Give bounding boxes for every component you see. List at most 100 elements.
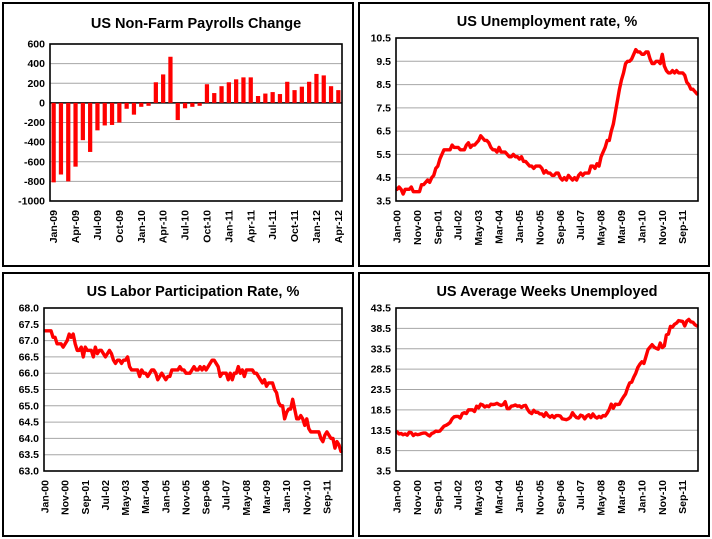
y-axis-tick-label: 63.0 [19, 466, 40, 478]
x-axis-tick-label: Sep-01 [432, 210, 444, 245]
x-axis-tick-label: Sep-06 [201, 480, 213, 515]
x-axis-tick-label: Jul-02 [100, 480, 112, 511]
data-series-line [395, 47, 699, 196]
y-axis-tick-label: 43.5 [371, 303, 392, 315]
x-axis-tick-label: May-03 [120, 480, 132, 516]
bar [277, 94, 283, 103]
y-axis-tick-label: 64.0 [19, 433, 40, 445]
x-axis-tick-label: Sep-06 [555, 480, 567, 515]
x-axis-tick-label: Nov-05 [534, 480, 546, 515]
bar [109, 102, 115, 125]
x-axis-tick-label: May-08 [596, 480, 608, 516]
bar [73, 102, 78, 167]
plot-border [395, 307, 699, 472]
chart-panel-labor-participation: 68.0 67.5 67.0 66.5 66.0 65.5 65.0 64.5 64.0 63.5… [2, 272, 354, 537]
x-axis-tick-label: Jan-10 [281, 480, 293, 513]
y-axis-tick-label: -200 [24, 117, 45, 129]
y-axis-tick-label: 3.5 [376, 466, 391, 478]
x-axis-tick-label: May-08 [596, 210, 608, 246]
chart-title: US Average Weeks Unemployed [436, 284, 657, 300]
x-axis-tick-label: Mar-09 [616, 210, 628, 244]
bar [161, 74, 166, 103]
x-axis-tick-label: Jul-09 [92, 210, 104, 241]
x-axis-tick-label: Jul-02 [453, 480, 465, 511]
bar [226, 82, 231, 103]
x-axis-tick-label: Nov-00 [412, 480, 424, 515]
chart-panel-unemployment-rate: 10.5 9.5 8.5 7.5 6.5 5.5 4.5 3.5 Jan-00 Nov-00 Sep… [358, 2, 710, 267]
y-axis-tick-label: 38.5 [371, 323, 392, 335]
x-axis-tick-label: Jul-11 [267, 210, 279, 240]
x-axis-tick-label: Jul-07 [575, 210, 587, 241]
x-axis-tick-label: May-03 [473, 480, 485, 516]
x-axis-tick-label: Apr-09 [70, 210, 82, 243]
y-axis-tick-label: 63.5 [19, 449, 40, 461]
x-axis-tick-label: Sep-11 [677, 210, 689, 244]
y-axis-tick-label: 600 [27, 39, 45, 51]
x-axis-tick-label: Oct-09 [114, 210, 126, 243]
bar [175, 102, 180, 121]
y-axis-tick-label: -800 [24, 176, 45, 188]
x-axis-tick-label: Oct-10 [201, 210, 213, 243]
y-axis-tick-label: 9.5 [376, 56, 391, 68]
x-axis-tick-label: Oct-11 [289, 210, 301, 242]
x-axis-tick-label: Jul-07 [221, 480, 233, 511]
y-axis-tick-label: -1000 [18, 196, 45, 208]
chart-title: US Labor Participation Rate, % [87, 284, 300, 300]
x-axis-tick-label: Nov-10 [657, 210, 669, 245]
data-series-line [395, 317, 699, 438]
bar [182, 102, 188, 109]
y-axis-tick-label: 7.5 [376, 102, 391, 114]
y-axis-tick-label: 18.5 [371, 404, 392, 416]
bar [314, 73, 319, 103]
y-axis-tick-label: -400 [24, 137, 45, 149]
bar [168, 56, 173, 103]
average-weeks-unemployed-chart: 43.5 38.5 33.5 28.5 23.5 18.5 13.5 8.5 3.5Jan-00… [371, 284, 699, 516]
x-axis-tick-label: Apr-10 [158, 210, 170, 243]
x-axis-tick-label: Mar-09 [261, 480, 273, 514]
bar [299, 86, 304, 103]
x-axis-tick-label: Jan-11 [223, 210, 235, 243]
plot-border [49, 43, 343, 202]
y-axis-tick-label: 400 [27, 58, 45, 70]
y-axis-tick-label: 68.0 [19, 303, 40, 315]
x-axis-tick-label: Jan-00 [40, 480, 52, 513]
bar [263, 93, 268, 103]
bar [307, 81, 312, 103]
bar [285, 81, 290, 103]
x-axis-tick-label: Nov-00 [60, 480, 72, 515]
x-axis-tick-label: Jan-05 [160, 480, 172, 513]
y-axis-tick-label: 65.5 [19, 384, 40, 396]
y-axis-tick-label: 5.5 [376, 149, 391, 161]
x-axis-tick-label: Jan-12 [311, 210, 323, 243]
x-axis-tick-label: May-03 [473, 210, 485, 246]
x-axis-tick-label: Nov-05 [534, 210, 546, 245]
x-axis-tick-label: Sep-11 [677, 480, 689, 514]
plot-border [395, 37, 699, 202]
y-axis-tick-label: 200 [27, 78, 45, 90]
bar [321, 75, 326, 103]
bar [146, 102, 151, 106]
bar [124, 102, 129, 109]
bar [102, 102, 107, 126]
x-axis-tick-label: Nov-00 [412, 210, 424, 245]
x-axis-tick-label: Jan-10 [636, 480, 648, 513]
y-axis-tick-label: 3.5 [376, 196, 391, 208]
x-axis-tick-label: Apr-11 [245, 210, 257, 243]
bar [58, 102, 64, 175]
x-axis-tick-label: Nov-10 [657, 480, 669, 515]
bar [212, 93, 217, 103]
x-axis-tick-label: Jul-10 [180, 210, 192, 241]
x-axis-tick-label: Mar-04 [140, 480, 152, 514]
y-axis-tick-label: 10.5 [371, 33, 392, 45]
x-axis-tick-label: Jul-02 [453, 210, 465, 241]
plot-border [43, 307, 343, 472]
y-axis-tick-label: 13.5 [371, 425, 392, 437]
bar [153, 82, 158, 103]
bar [88, 102, 93, 152]
bar [234, 79, 239, 103]
x-axis-tick-label: Sep-01 [432, 480, 444, 515]
x-axis-tick-label: Sep-06 [555, 210, 567, 245]
bar [336, 90, 341, 103]
data-series-line [43, 329, 343, 454]
